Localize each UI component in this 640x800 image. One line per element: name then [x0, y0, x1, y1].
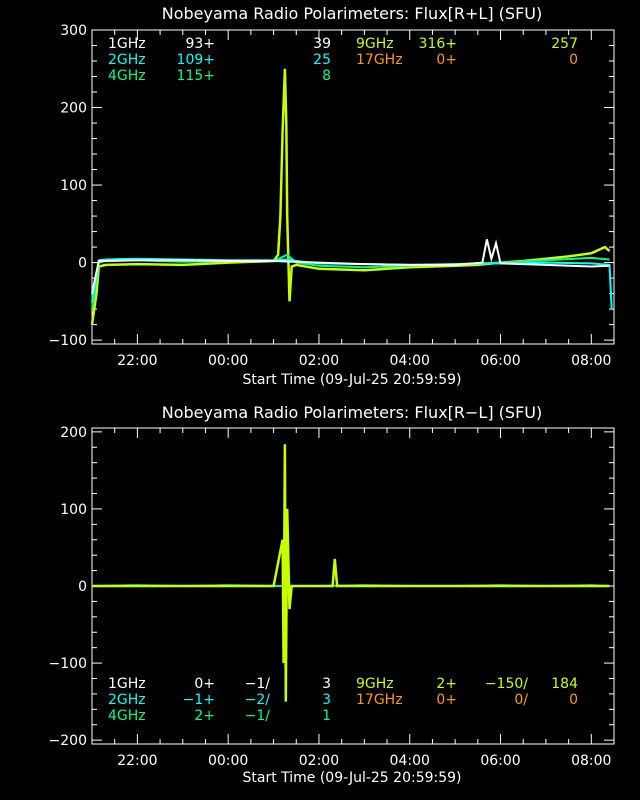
legend-value: 184 [551, 676, 578, 692]
chart-title: Nobeyama Radio Polarimeters: Flux[R−L] (… [162, 403, 542, 422]
legend-value: 0+ [436, 692, 457, 708]
plot-frame [91, 29, 615, 345]
legend-value: 316+ [419, 36, 457, 52]
x-tick-label: 00:00 [208, 753, 248, 769]
x-tick-label: 06:00 [480, 753, 520, 769]
x-tick-label: 22:00 [117, 753, 157, 769]
legend-value: 93+ [185, 36, 215, 52]
x-tick-label: 04:00 [390, 353, 430, 369]
legend-value: 1 [322, 708, 331, 724]
x-tick-label: 06:00 [480, 353, 520, 369]
legend-value: −1+ [183, 692, 215, 708]
legend-value: 2+ [436, 676, 457, 692]
x-tick-label: 08:00 [571, 753, 611, 769]
legend-value: 3 [322, 692, 331, 708]
legend-band: 4GHz [108, 708, 146, 724]
flux-r-plus-l-panel: Nobeyama Radio Polarimeters: Flux[R+L] (… [49, 4, 615, 388]
legend-band: 2GHz [108, 692, 146, 708]
x-axis-label: Start Time (09-Jul-25 20:59:59) [242, 770, 461, 786]
data-series [90, 68, 613, 325]
flux-r-minus-l-panel: Nobeyama Radio Polarimeters: Flux[R−L] (… [49, 403, 615, 786]
legend: 1GHz 93+ 39 2GHz 109+ 25 4GHz 115+ 8 9GHz 316+ 257 1… [108, 36, 578, 84]
y-tick-label: 200 [60, 425, 87, 441]
y-tick-label: 100 [60, 502, 87, 518]
legend-value: 0/ [514, 692, 528, 708]
legend-value: 39 [313, 36, 331, 52]
legend-band: 2GHz [108, 52, 146, 68]
legend-band: 9GHz [356, 676, 394, 692]
legend-band: 17GHz [356, 52, 403, 68]
legend-value: 2+ [194, 708, 215, 724]
series-line-9ghz [92, 444, 610, 702]
y-tick-label: 100 [60, 178, 87, 194]
legend-value: −1/ [245, 676, 271, 692]
legend-value: 0 [569, 52, 578, 68]
x-axis-label: Start Time (09-Jul-25 20:59:59) [242, 372, 461, 388]
legend-band: 4GHz [108, 68, 146, 84]
legend-band: 9GHz [356, 36, 394, 52]
legend-band: 1GHz [108, 36, 146, 52]
legend-value: 3 [322, 676, 331, 692]
y-tick-label: −200 [49, 733, 87, 749]
legend-value: −150/ [485, 676, 528, 692]
y-tick-label: 200 [60, 101, 87, 117]
chart-title: Nobeyama Radio Polarimeters: Flux[R+L] (… [162, 4, 542, 23]
series-line-1ghz [91, 239, 610, 294]
y-tick-label: 0 [78, 579, 87, 595]
legend-value: 115+ [177, 68, 215, 84]
x-tick-label: 08:00 [571, 353, 611, 369]
x-tick-label: 22:00 [117, 353, 157, 369]
legend-value: 25 [313, 52, 331, 68]
y-tick-label: −100 [49, 333, 87, 349]
axis-ticks: −200 −100 0 100 200 22:00 00:00 02:00 04:00 06:00… [49, 425, 614, 769]
legend-value: 8 [322, 68, 331, 84]
axis-ticks: −100 0 100 200 300 22:00 00:00 02:00 04:00 06:00 0… [49, 23, 614, 369]
legend-value: −2/ [245, 692, 271, 708]
y-tick-label: 0 [78, 256, 87, 272]
legend-value: −1/ [245, 708, 271, 724]
legend-band: 1GHz [108, 676, 146, 692]
data-series [91, 444, 610, 702]
x-tick-label: 00:00 [208, 353, 248, 369]
legend: 1GHz 0+ −1/3 2GHz −1+ −2/3 4GHz 2+ −1/1 9GHz 2+ −15… [108, 676, 578, 724]
legend-value: 0+ [436, 52, 457, 68]
legend-band: 17GHz [356, 692, 403, 708]
y-tick-label: 300 [60, 23, 87, 39]
legend-value: 0 [569, 692, 578, 708]
legend-value: 109+ [177, 52, 215, 68]
legend-value: 257 [551, 36, 578, 52]
y-tick-label: −100 [49, 656, 87, 672]
x-tick-label: 02:00 [299, 753, 339, 769]
x-tick-label: 04:00 [390, 753, 430, 769]
x-tick-label: 02:00 [299, 353, 339, 369]
legend-value: 0+ [194, 676, 215, 692]
series-line-9ghz [90, 68, 611, 325]
